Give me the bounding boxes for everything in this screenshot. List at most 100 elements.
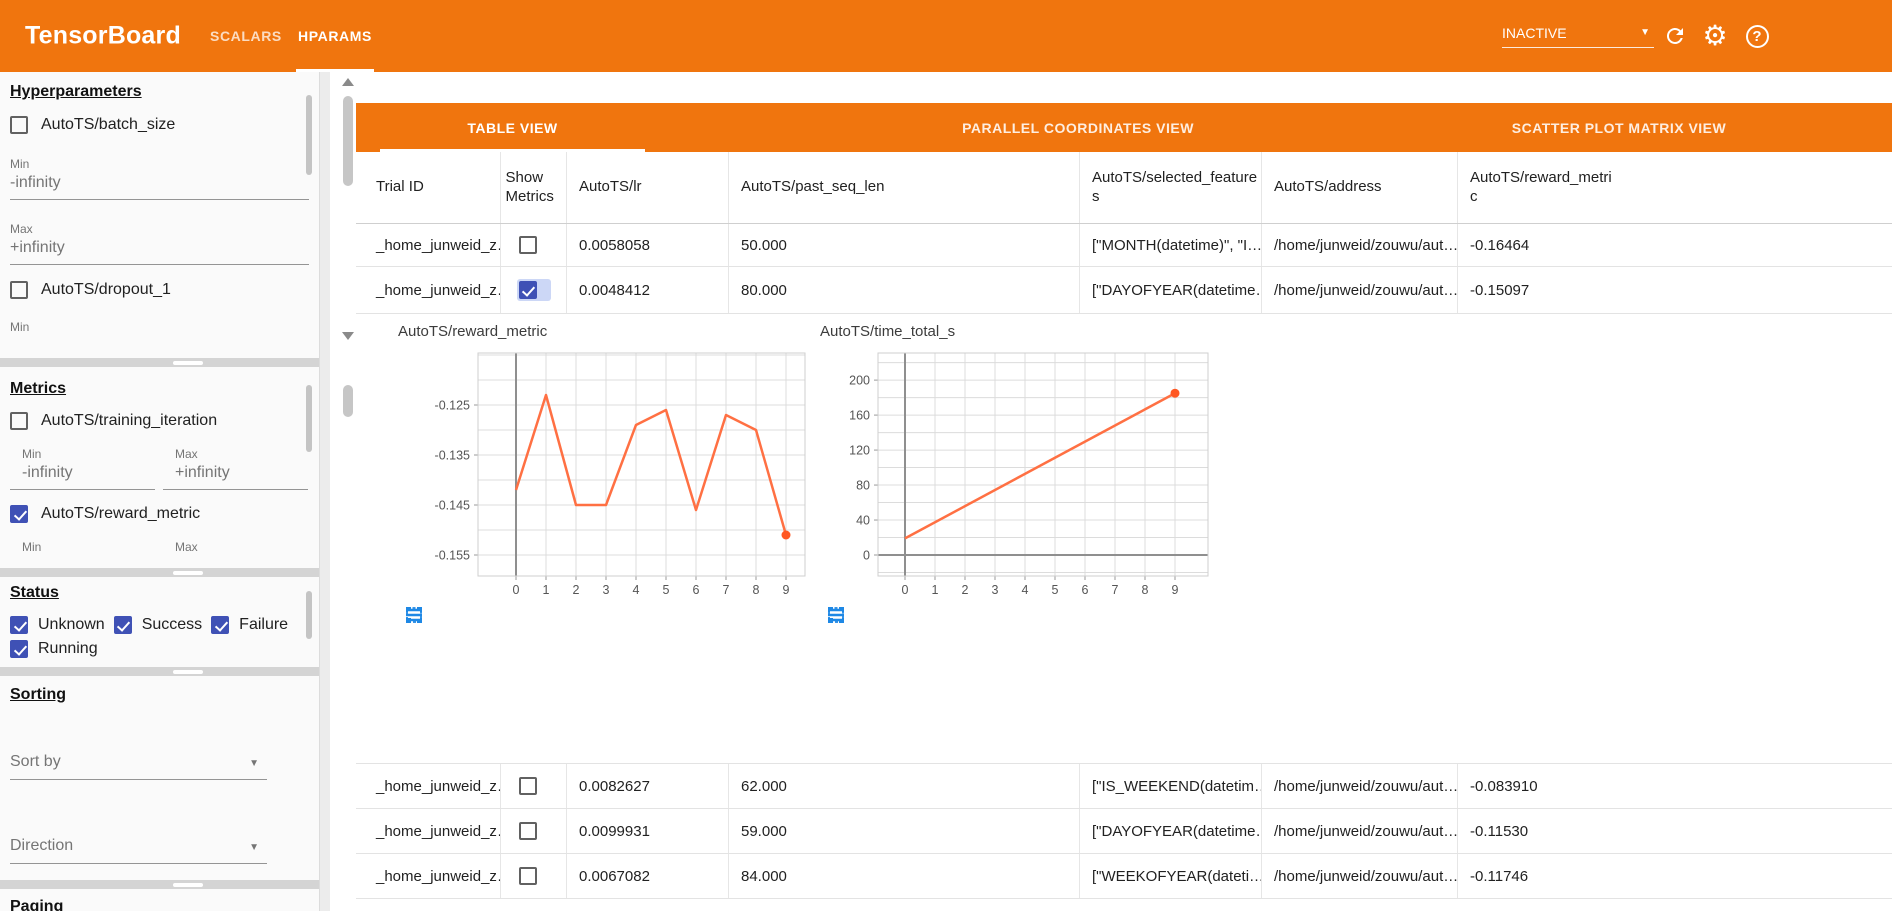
show-metrics-checkbox[interactable] xyxy=(518,822,537,840)
show-metrics-checkbox[interactable] xyxy=(518,281,537,299)
pane-gutter xyxy=(320,72,330,911)
main-pane: TABLE VIEW PARALLEL COORDINATES VIEW SCA… xyxy=(330,0,1892,911)
max-input[interactable]: +infinity xyxy=(10,239,309,265)
help-icon[interactable]: ? xyxy=(1743,22,1771,50)
section-scrollbar-thumb[interactable] xyxy=(306,591,312,639)
chart-title: AutoTS/time_total_s xyxy=(820,323,956,340)
tab-hparams[interactable]: HPARAMS xyxy=(298,28,372,44)
session-metrics-panel: 0 1 2 3 4 5 6 7 8 9 -0.125 -0.135 -0.145 -0.155 AutoT… xyxy=(356,313,1892,764)
svg-text:4: 4 xyxy=(1022,583,1029,597)
svg-text:0: 0 xyxy=(863,549,870,563)
table-row[interactable]: _home_junweid_z… 0.0067082 84.000 ["WEEK… xyxy=(356,854,1892,899)
time-total-chart[interactable]: 0 1 2 3 4 5 6 7 8 9 0 40 80 120 160 200 AutoTS/time_tot… xyxy=(802,317,1262,647)
svg-text:0: 0 xyxy=(902,583,909,597)
scroll-up-icon[interactable] xyxy=(342,78,354,86)
status-label: Running xyxy=(38,640,98,657)
show-metrics-checkbox[interactable] xyxy=(518,236,537,254)
direction-select[interactable]: Direction ▼ xyxy=(10,837,267,864)
section-scrollbar-thumb[interactable] xyxy=(306,385,312,452)
trial-id-cell: _home_junweid_z… xyxy=(376,822,500,840)
scroll-down-icon[interactable] xyxy=(342,332,354,340)
checkbox-reward-metric[interactable] xyxy=(10,505,28,523)
sidebar-section-sorting: Sorting Sort by ▼ Direction ▼ xyxy=(0,676,319,880)
marquee-zoom-icon[interactable] xyxy=(828,605,926,627)
reward-metric-chart[interactable]: 0 1 2 3 4 5 6 7 8 9 -0.125 -0.135 -0.145 -0.155 AutoT… xyxy=(380,317,840,647)
tab-parallel-coordinates-view[interactable]: PARALLEL COORDINATES VIEW xyxy=(962,119,1194,136)
run-selector[interactable]: INACTIVE ▼ xyxy=(1502,18,1654,48)
hyperparameters-heading: Hyperparameters xyxy=(10,83,142,100)
tab-scalars[interactable]: SCALARS xyxy=(210,28,282,44)
trial-id-cell: _home_junweid_z… xyxy=(376,281,500,299)
svg-text:3: 3 xyxy=(992,583,999,597)
tab-scatter-plot-matrix-view[interactable]: SCATTER PLOT MATRIX VIEW xyxy=(1511,119,1727,136)
column-header-lr[interactable]: AutoTS/lr xyxy=(566,152,728,223)
divider-drag-handle[interactable] xyxy=(173,360,203,365)
show-metrics-checkbox[interactable] xyxy=(518,867,537,885)
table-row[interactable]: _home_junweid_z… 0.0099931 59.000 ["DAYO… xyxy=(356,809,1892,854)
scrollbar-thumb[interactable] xyxy=(343,385,353,417)
gear-icon[interactable]: ⚙ xyxy=(1702,20,1728,51)
checkbox-batch-size[interactable] xyxy=(10,116,28,134)
max-input[interactable]: +infinity xyxy=(163,464,308,490)
column-header-reward-metric[interactable]: AutoTS/reward_metric xyxy=(1457,152,1892,223)
past-seq-len-cell: 62.000 xyxy=(728,764,1079,808)
chart-plot[interactable]: 0 1 2 3 4 5 6 7 8 9 0 40 80 120 160 200 xyxy=(802,317,1262,607)
svg-text:-0.135: -0.135 xyxy=(435,449,470,463)
svg-text:8: 8 xyxy=(753,583,760,597)
svg-text:3: 3 xyxy=(603,583,610,597)
svg-text:5: 5 xyxy=(1052,583,1059,597)
checkbox-status-success[interactable] xyxy=(113,616,132,634)
max-label: Max xyxy=(175,540,198,554)
svg-text:9: 9 xyxy=(1172,583,1179,597)
min-label: Min xyxy=(22,447,42,461)
checkbox-status-failure[interactable] xyxy=(211,616,230,634)
column-header-show-metrics[interactable]: Show Metrics xyxy=(500,152,566,223)
column-header-address[interactable]: AutoTS/address xyxy=(1261,152,1457,223)
checkbox-status-unknown[interactable] xyxy=(10,616,28,634)
min-label: Min xyxy=(22,540,42,554)
reward-metric-cell: -0.16464 xyxy=(1457,224,1892,266)
chart-title: AutoTS/reward_metric xyxy=(398,323,548,340)
svg-text:1: 1 xyxy=(543,583,550,597)
table-row[interactable]: _home_junweid_z… 0.0058058 50.000 ["MONT… xyxy=(356,224,1892,267)
min-input[interactable]: -infinity xyxy=(10,174,309,200)
divider-drag-handle[interactable] xyxy=(173,669,203,674)
svg-text:-0.155: -0.155 xyxy=(435,549,470,563)
checkbox-dropout-1[interactable] xyxy=(10,281,28,299)
view-tabs-bar: TABLE VIEW PARALLEL COORDINATES VIEW SCA… xyxy=(356,103,1892,152)
checkbox-training-iteration[interactable] xyxy=(10,412,28,430)
min-input[interactable]: -infinity xyxy=(10,464,155,490)
app-title: TensorBoard xyxy=(25,21,181,50)
checkbox-status-running[interactable] xyxy=(10,640,28,658)
table-row[interactable]: _home_junweid_z… 0.0048412 80.000 ["DAYO… xyxy=(356,267,1892,313)
section-divider xyxy=(0,667,319,676)
svg-text:1: 1 xyxy=(932,583,939,597)
min-label: Min xyxy=(10,320,30,334)
show-metrics-checkbox[interactable] xyxy=(518,777,537,795)
svg-text:4: 4 xyxy=(633,583,640,597)
reload-icon[interactable] xyxy=(1661,22,1689,50)
scrollbar-thumb[interactable] xyxy=(343,96,353,186)
tab-table-view[interactable]: TABLE VIEW xyxy=(380,103,645,152)
data-lines-icon[interactable] xyxy=(828,605,887,627)
section-scrollbar-thumb[interactable] xyxy=(306,95,312,175)
marquee-zoom-icon[interactable] xyxy=(406,605,504,627)
divider-drag-handle[interactable] xyxy=(173,882,203,887)
vertical-scrollbar[interactable] xyxy=(338,75,358,905)
svg-text:0: 0 xyxy=(513,583,520,597)
data-lines-icon[interactable] xyxy=(406,605,465,627)
column-header-trial-id[interactable]: Trial ID xyxy=(376,178,424,196)
column-header-past-seq-len[interactable]: AutoTS/past_seq_len xyxy=(728,152,1079,223)
address-cell: /home/junweid/zouwu/aut… xyxy=(1261,224,1457,266)
chart-plot[interactable]: 0 1 2 3 4 5 6 7 8 9 -0.125 -0.135 -0.145 -0.155 xyxy=(380,317,840,607)
sort-by-placeholder: Sort by xyxy=(10,753,61,770)
status-heading: Status xyxy=(10,584,59,601)
divider-drag-handle[interactable] xyxy=(173,570,203,575)
max-label: Max xyxy=(10,222,33,236)
sort-by-select[interactable]: Sort by ▼ xyxy=(10,753,267,780)
column-header-selected-features[interactable]: AutoTS/selected_features xyxy=(1079,152,1261,223)
section-divider xyxy=(0,568,319,577)
table-row[interactable]: _home_junweid_z… 0.0082627 62.000 ["IS_W… xyxy=(356,764,1892,809)
svg-text:40: 40 xyxy=(856,514,870,528)
